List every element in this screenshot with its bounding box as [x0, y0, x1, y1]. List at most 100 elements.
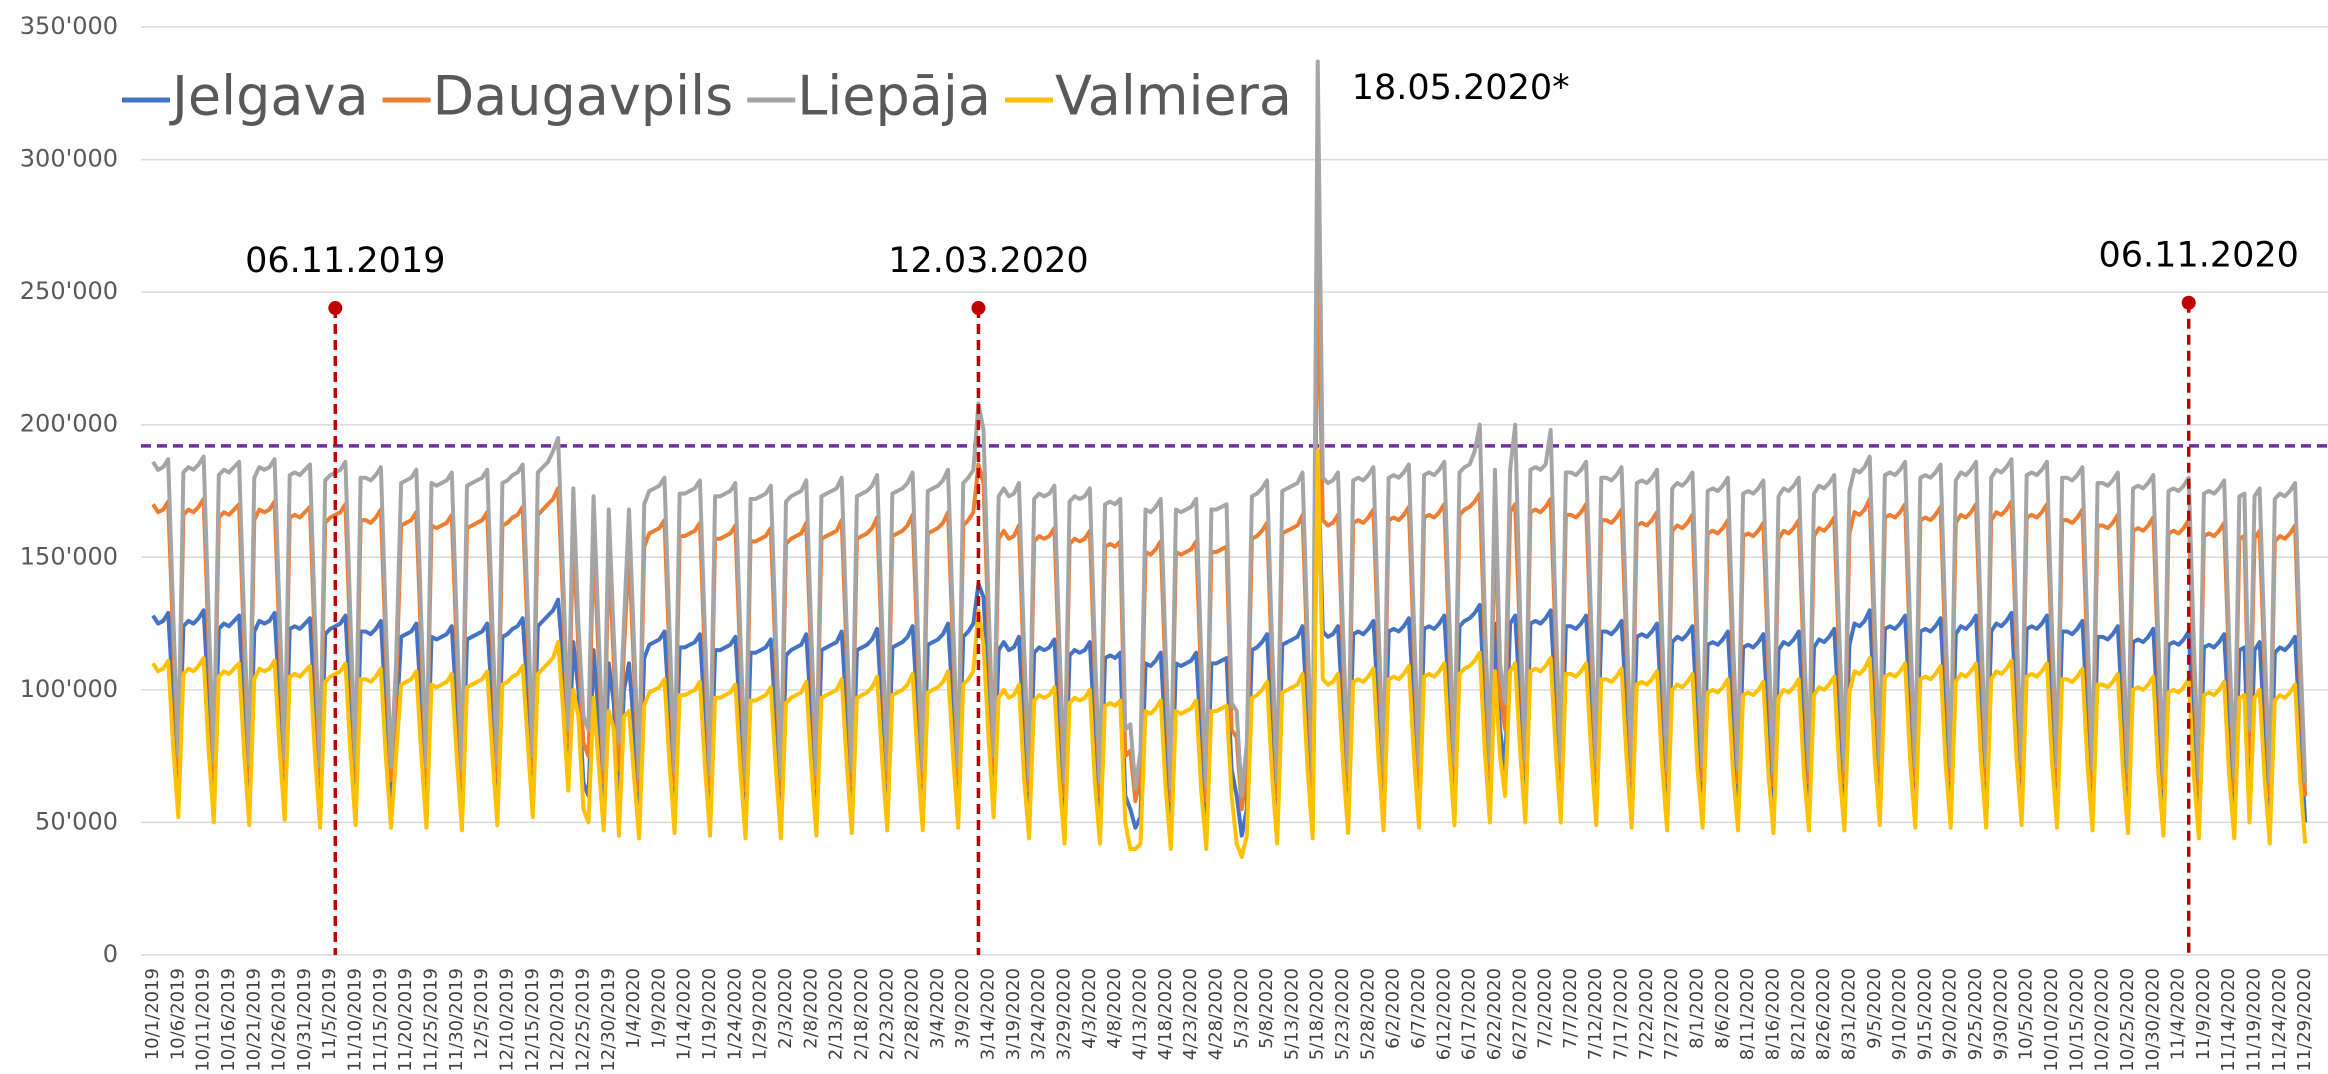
x-tick-label: 4/28/2020: [1205, 968, 1226, 1060]
x-tick-label: 7/27/2020: [1661, 968, 1682, 1060]
x-tick-label: 11/25/2019: [421, 968, 442, 1072]
x-tick-label: 1/14/2020: [674, 968, 695, 1060]
x-tick-label: 10/5/2020: [2016, 968, 2037, 1060]
y-tick-label: 200'000: [20, 410, 118, 438]
x-tick-label: 2/8/2020: [800, 968, 821, 1049]
x-tick-label: 3/29/2020: [1054, 968, 1075, 1060]
series-line: [151, 59, 2308, 798]
x-tick-label: 2/3/2020: [775, 968, 796, 1049]
x-tick-label: 7/7/2020: [1560, 968, 1581, 1049]
x-tick-label: 11/30/2019: [446, 968, 467, 1072]
x-tick-label: 8/31/2020: [1838, 968, 1859, 1060]
x-tick-label: 7/22/2020: [1636, 968, 1657, 1060]
x-tick-label: 8/11/2020: [1737, 968, 1758, 1060]
series-line: [151, 449, 2308, 838]
x-tick-label: 11/15/2019: [370, 968, 391, 1072]
x-tick-label: 7/12/2020: [1585, 968, 1606, 1060]
x-tick-label: 3/9/2020: [952, 968, 973, 1049]
x-tick-label: 6/12/2020: [1433, 968, 1454, 1060]
y-tick-label: 150'000: [20, 542, 118, 570]
legend-label: Daugavpils: [433, 65, 734, 128]
x-tick-label: 10/1/2019: [142, 968, 163, 1060]
legend-label: Valmiera: [1055, 65, 1292, 128]
y-tick-label: 250'000: [20, 277, 118, 305]
x-tick-label: 3/14/2020: [978, 968, 999, 1060]
y-tick-label: 100'000: [20, 675, 118, 703]
x-tick-label: 5/8/2020: [1256, 968, 1277, 1049]
x-tick-label: 6/22/2020: [1484, 968, 1505, 1060]
x-tick-label: 1/29/2020: [750, 968, 771, 1060]
annotation-marker: [971, 301, 986, 316]
x-tick-label: 12/20/2019: [547, 968, 568, 1072]
legend-label: Liepāja: [797, 65, 991, 128]
x-tick-label: 11/5/2019: [319, 968, 340, 1060]
annotation-label: 06.11.2020: [2099, 236, 2299, 276]
x-tick-label: 5/18/2020: [1307, 968, 1328, 1060]
x-tick-label: 9/10/2020: [1889, 968, 1910, 1060]
x-tick-label: 3/19/2020: [1003, 968, 1024, 1060]
x-tick-label: 4/8/2020: [1104, 968, 1125, 1049]
x-tick-label: 7/2/2020: [1535, 968, 1556, 1049]
x-tick-label: 1/24/2020: [724, 968, 745, 1060]
x-tick-label: 8/16/2020: [1762, 968, 1783, 1060]
x-tick-label: 2/18/2020: [851, 968, 872, 1060]
annotation-marker: [2181, 295, 2196, 310]
x-tick-label: 10/21/2019: [243, 968, 264, 1072]
x-tick-label: 9/25/2020: [1965, 968, 1986, 1060]
x-tick-label: 12/10/2019: [496, 968, 517, 1072]
x-tick-label: 10/10/2020: [2041, 968, 2062, 1072]
x-tick-label: 2/13/2020: [826, 968, 847, 1060]
x-tick-label: 4/23/2020: [1180, 968, 1201, 1060]
annotation-note: 18.05.2020*: [1352, 68, 1570, 108]
x-tick-label: 11/4/2020: [2168, 968, 2189, 1060]
x-tick-label: 10/20/2020: [2092, 968, 2113, 1072]
x-tick-label: 5/23/2020: [1332, 968, 1353, 1060]
x-tick-label: 4/3/2020: [1079, 968, 1100, 1049]
x-tick-label: 6/17/2020: [1459, 968, 1480, 1060]
annotation-label: 12.03.2020: [888, 241, 1088, 281]
x-tick-label: 11/20/2019: [395, 968, 416, 1072]
x-tick-label: 9/5/2020: [1864, 968, 1885, 1049]
annotation-marker: [328, 301, 343, 316]
x-tick-label: 8/6/2020: [1712, 968, 1733, 1049]
x-tick-label: 12/30/2019: [598, 968, 619, 1072]
x-tick-label: 1/9/2020: [648, 968, 669, 1049]
legend-label: Jelgava: [169, 65, 369, 128]
x-tick-label: 9/20/2020: [1940, 968, 1961, 1060]
x-tick-label: 10/16/2019: [218, 968, 239, 1072]
x-tick-label: 11/10/2019: [345, 968, 366, 1072]
x-tick-label: 10/6/2019: [167, 968, 188, 1060]
annotation-label: 06.11.2019: [245, 241, 445, 281]
x-tick-label: 3/4/2020: [927, 968, 948, 1049]
x-tick-label: 6/27/2020: [1509, 968, 1530, 1060]
x-tick-label: 10/15/2020: [2066, 968, 2087, 1072]
x-tick-label: 11/19/2020: [2244, 968, 2265, 1072]
x-tick-label: 10/11/2019: [193, 968, 214, 1072]
x-tick-label: 1/19/2020: [699, 968, 720, 1060]
x-tick-label: 7/17/2020: [1611, 968, 1632, 1060]
x-tick-label: 5/3/2020: [1231, 968, 1252, 1049]
x-tick-label: 2/28/2020: [902, 968, 923, 1060]
x-tick-label: 11/24/2020: [2269, 968, 2290, 1072]
x-tick-label: 11/29/2020: [2294, 968, 2315, 1072]
y-tick-label: 50'000: [35, 807, 118, 835]
x-tick-label: 10/25/2020: [2117, 968, 2138, 1072]
x-tick-label: 12/5/2019: [471, 968, 492, 1060]
x-tick-label: 5/28/2020: [1357, 968, 1378, 1060]
x-tick-label: 4/18/2020: [1155, 968, 1176, 1060]
x-tick-label: 11/9/2020: [2193, 968, 2214, 1060]
x-tick-label: 4/13/2020: [1129, 968, 1150, 1060]
x-tick-label: 5/13/2020: [1281, 968, 1302, 1060]
x-tick-label: 2/23/2020: [876, 968, 897, 1060]
x-tick-label: 10/26/2019: [269, 968, 290, 1072]
x-tick-label: 10/31/2019: [294, 968, 315, 1072]
x-tick-label: 12/25/2019: [572, 968, 593, 1072]
x-tick-label: 1/4/2020: [623, 968, 644, 1049]
x-tick-label: 12/15/2019: [522, 968, 543, 1072]
x-tick-label: 8/21/2020: [1788, 968, 1809, 1060]
x-tick-label: 6/2/2020: [1383, 968, 1404, 1049]
x-tick-label: 6/7/2020: [1408, 968, 1429, 1049]
y-tick-label: 0: [103, 940, 118, 968]
